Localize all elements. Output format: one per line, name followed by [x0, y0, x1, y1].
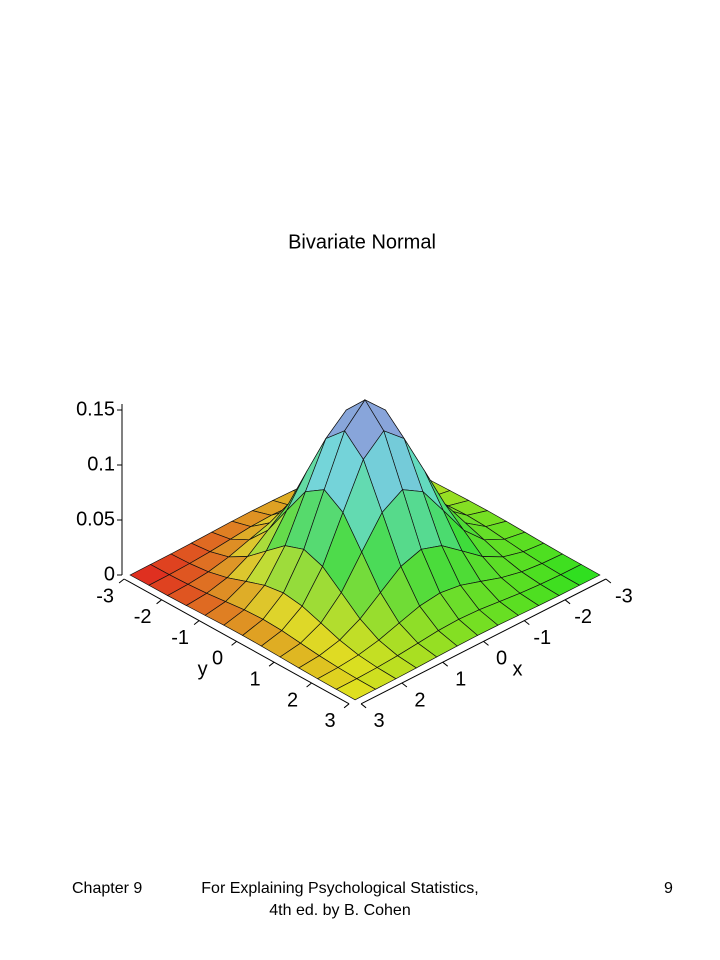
y-tick [343, 703, 350, 709]
x-tick [483, 641, 489, 646]
z-tick-label: 0.05 [76, 508, 115, 530]
x-tick [564, 599, 571, 605]
x-tick [360, 703, 367, 709]
y-tick [231, 641, 237, 646]
x-tick-label: 1 [455, 668, 466, 690]
y-tick-label: -2 [134, 606, 152, 628]
x-tick [442, 661, 449, 667]
y-tick [193, 620, 200, 625]
footer-center: For Explaining Psychological Statistics,… [201, 880, 479, 919]
y-tick [156, 599, 162, 605]
x-tick-label: -3 [615, 585, 633, 607]
surface-patch [335, 678, 377, 701]
y-tick-label: 0 [212, 648, 223, 670]
y-tick-label: 1 [250, 668, 261, 690]
y-tick [306, 682, 312, 688]
y-tick [268, 661, 275, 667]
x-axis-label: x [513, 659, 523, 681]
x-tick [523, 620, 530, 625]
x-tick-label: 3 [374, 710, 385, 732]
z-tick-label: 0.1 [87, 453, 115, 475]
x-tick-label: -2 [574, 606, 592, 628]
y-axis-label: y [198, 659, 208, 681]
footer-right: 9 [664, 880, 673, 897]
z-tick-label: 0.15 [76, 398, 115, 420]
y-tick-label: -1 [171, 627, 189, 649]
x-tick [401, 682, 408, 688]
y-tick-label: 3 [325, 710, 336, 732]
x-tick-label: 0 [496, 648, 507, 670]
x-tick-label: 2 [414, 689, 425, 711]
y-tick [118, 578, 125, 584]
x-tick-label: -1 [533, 627, 551, 649]
y-tick-label: -3 [96, 585, 114, 607]
z-tick-label: 0 [104, 563, 115, 585]
chart-title: Bivariate Normal [288, 231, 436, 253]
footer-left: Chapter 9 [72, 880, 143, 897]
y-tick-label: 2 [287, 689, 298, 711]
x-tick [605, 578, 612, 584]
